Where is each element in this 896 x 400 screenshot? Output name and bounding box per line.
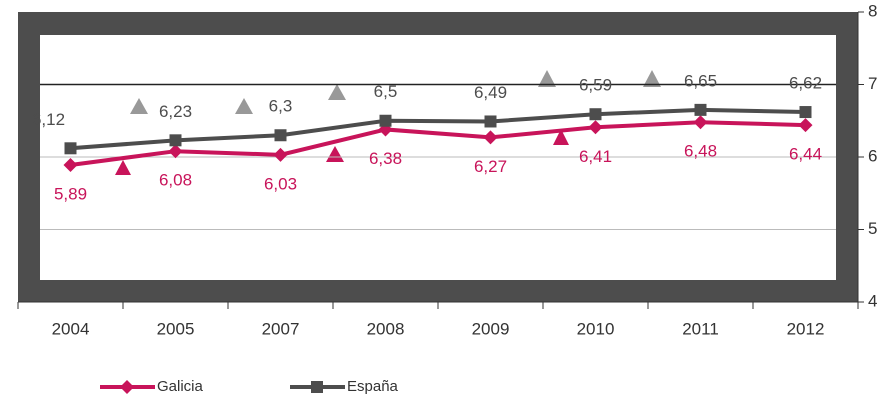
x-tick-label: 2009: [472, 319, 510, 338]
data-label: 6,41: [579, 147, 612, 166]
y-tick-label: 6: [868, 146, 877, 165]
point: [379, 114, 392, 127]
data-label: 6,23: [159, 102, 192, 121]
point: [63, 157, 78, 172]
data-label: 6,08: [159, 171, 192, 190]
data-label: 6,65: [684, 71, 717, 90]
data-label: 6,12: [32, 110, 65, 129]
y-tick-label: 4: [868, 291, 877, 310]
legend-label: Galicia: [157, 378, 204, 395]
legend-marker: [120, 380, 134, 394]
point: [694, 103, 707, 116]
data-label: 6,49: [474, 83, 507, 102]
x-tick-label: 2004: [52, 319, 90, 338]
point: [169, 134, 182, 147]
y-tick-label: 7: [868, 74, 877, 93]
y-tick-label: 5: [868, 219, 877, 238]
data-label: 6,38: [369, 149, 402, 168]
legend-marker: [311, 381, 323, 393]
x-tick-label: 2012: [787, 319, 825, 338]
data-label: 6,44: [789, 145, 822, 164]
data-label: 6,03: [264, 174, 297, 193]
series-line: [70, 120, 806, 167]
data-label: 6,3: [269, 97, 293, 116]
point: [589, 108, 602, 121]
point: [64, 142, 77, 155]
series-line: [70, 107, 806, 151]
x-tick-label: 2008: [367, 319, 405, 338]
point: [484, 115, 497, 128]
x-tick-label: 2005: [157, 319, 195, 338]
point: [799, 106, 812, 119]
point: [588, 120, 603, 135]
point: [273, 147, 288, 162]
decor-triangles: [115, 70, 661, 175]
x-tick-label: 2010: [577, 319, 615, 338]
point: [483, 130, 498, 145]
y-tick-label: 8: [868, 1, 877, 20]
data-label: 6,5: [374, 82, 398, 101]
data-label: 6,59: [579, 76, 612, 95]
point: [274, 129, 287, 142]
legend-label: España: [347, 378, 399, 395]
data-label: 6,27: [474, 157, 507, 176]
point: [798, 118, 813, 133]
x-tick-label: 2011: [682, 319, 719, 338]
point: [168, 144, 183, 159]
data-label: 6,62: [789, 74, 822, 93]
data-label: 5,89: [54, 184, 87, 203]
x-tick-label: 2007: [262, 319, 300, 338]
point: [693, 115, 708, 130]
data-label: 6,48: [684, 142, 717, 161]
